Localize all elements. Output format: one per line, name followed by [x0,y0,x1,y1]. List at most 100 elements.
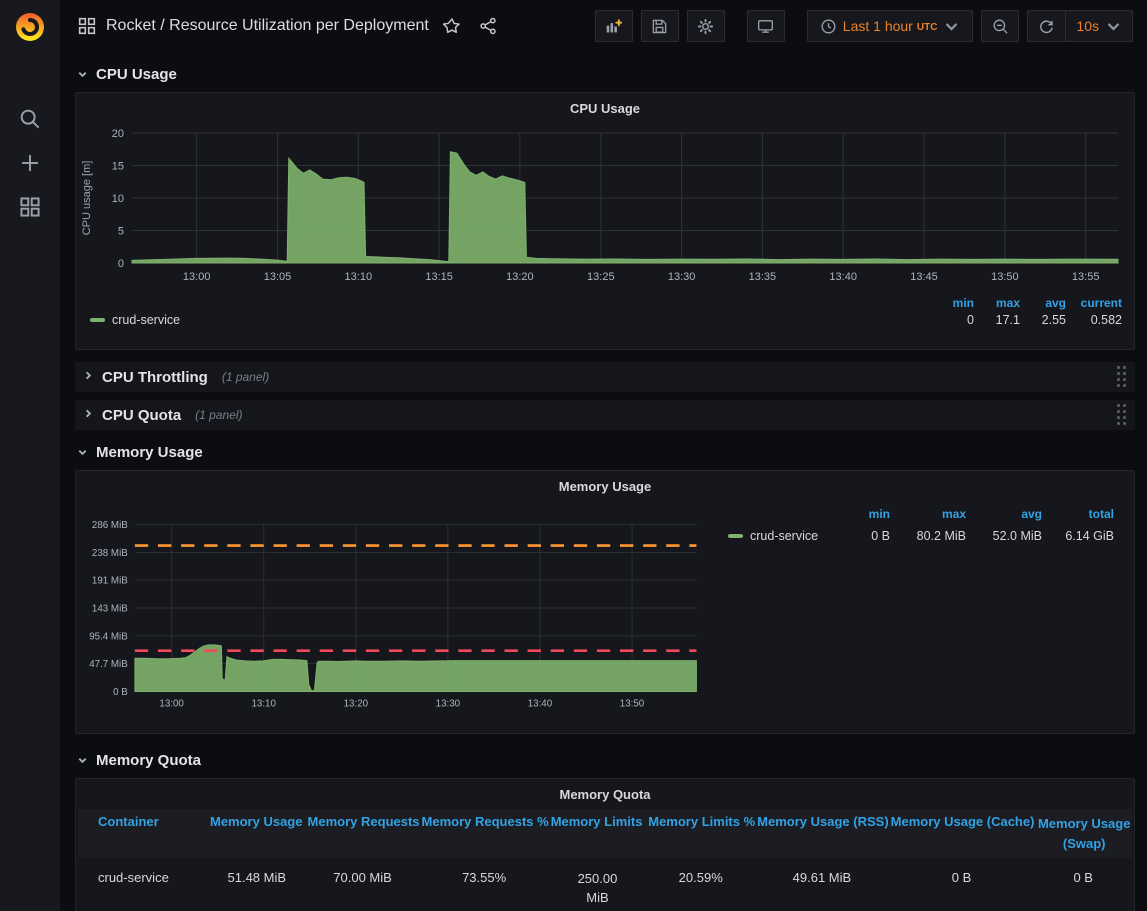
col-header-memory-usage-cache[interactable]: Memory Usage (Cache) [889,809,1035,858]
col-header-memory-limits-pct[interactable]: Memory Limits % [646,809,755,858]
legend-series-crud-service[interactable]: crud-service [728,529,846,543]
cpu-usage-chart[interactable]: 13:0013:0513:1013:1513:2013:2513:3013:35… [78,123,1130,291]
svg-text:238 MiB: 238 MiB [92,548,128,559]
refresh-interval-picker[interactable]: 10s [1065,10,1133,42]
search-icon[interactable] [0,97,60,141]
svg-text:13:40: 13:40 [829,271,857,283]
panel-title[interactable]: Memory Quota [78,779,1132,809]
chevron-down-icon [1105,18,1122,35]
chevron-down-icon [77,755,88,766]
svg-text:13:30: 13:30 [436,699,461,710]
legend-col-avg[interactable]: avg [1020,296,1066,310]
panel-count: (1 panel) [222,370,269,384]
refresh-dashboard-button[interactable] [1027,10,1065,42]
col-header-memory-limits[interactable]: Memory Limits [549,809,647,858]
cell-container: crud-service [78,858,208,911]
add-panel-button[interactable] [595,10,633,42]
col-header-memory-requests[interactable]: Memory Requests [306,809,420,858]
col-header-memory-requests-pct[interactable]: Memory Requests % [420,809,549,858]
series-label: crud-service [750,529,818,543]
svg-text:13:00: 13:00 [159,699,184,710]
memory-usage-panel: Memory Usage 13:0013:1013:2013:3013:4013… [75,470,1135,734]
svg-text:191 MiB: 191 MiB [92,575,128,586]
memory-quota-panel: Memory Quota Container Memory Usage Memo… [75,778,1135,911]
row-header-cpu-quota[interactable]: CPU Quota (1 panel) [75,400,1135,430]
svg-text:95.4 MiB: 95.4 MiB [89,631,128,642]
col-header-container[interactable]: Container [78,809,208,858]
row-header-memory-usage[interactable]: Memory Usage [77,438,1135,466]
legend-col-total[interactable]: total [1042,507,1114,521]
svg-text:13:35: 13:35 [749,271,777,283]
navbar: Rocket / Resource Utilization per Deploy… [60,0,1147,52]
svg-text:5: 5 [118,226,124,238]
memory-usage-chart[interactable]: 13:0013:1013:2013:3013:4013:500 B47.7 Mi… [78,501,700,731]
svg-text:13:20: 13:20 [506,271,534,283]
legend-col-current[interactable]: current [1066,296,1122,310]
legend-col-max[interactable]: max [890,507,966,521]
svg-text:13:15: 13:15 [425,271,453,283]
chevron-down-icon [77,447,88,458]
row-title: Memory Usage [96,444,203,461]
stat-total: 6.14 GiB [1042,529,1114,543]
grafana-logo[interactable] [12,9,48,45]
row-title: Memory Quota [96,752,201,769]
refresh-interval-label: 10s [1076,18,1099,34]
col-header-memory-usage-swap[interactable]: Memory Usage (Swap) [1034,809,1132,858]
svg-text:47.7 MiB: 47.7 MiB [89,659,128,670]
dashboard-settings-button[interactable] [687,10,725,42]
legend-col-min[interactable]: min [846,507,890,521]
cell-memory-requests: 70.00 MiB [306,858,420,911]
row-header-cpu-usage[interactable]: CPU Usage [77,60,1135,88]
svg-text:13:10: 13:10 [251,699,276,710]
chevron-right-icon [83,368,94,386]
cell-memory-requests-pct: 73.55% [420,858,549,911]
main-area: Rocket / Resource Utilization per Deploy… [60,0,1147,911]
dashboards-icon[interactable] [0,185,60,229]
memory-quota-table: Container Memory Usage Memory Requests M… [78,809,1132,911]
stat-min: 0 B [846,529,890,543]
col-header-memory-usage-rss[interactable]: Memory Usage (RSS) [755,809,888,858]
panel-count: (1 panel) [195,408,242,422]
row-header-memory-quota[interactable]: Memory Quota [77,746,1135,774]
cell-memory-usage-cache: 0 B [889,858,1035,911]
chevron-right-icon [83,406,94,424]
dashboard-squares-icon [78,17,96,35]
row-title: CPU Usage [96,66,177,83]
create-plus-icon[interactable] [0,141,60,185]
share-dashboard-button[interactable] [475,13,501,39]
save-dashboard-button[interactable] [641,10,679,42]
stat-max: 17.1 [974,313,1020,327]
clock-icon [820,18,837,35]
series-color-swatch [90,318,105,322]
timezone-label: UTC [917,22,938,33]
time-range-picker[interactable]: Last 1 hour UTC [807,10,974,42]
chevron-down-icon [77,69,88,80]
panel-title[interactable]: CPU Usage [78,93,1132,123]
row-drag-handle[interactable] [1117,404,1127,426]
zoom-out-time-button[interactable] [981,10,1019,42]
cell-memory-limits-pct: 20.59% [646,858,755,911]
col-header-memory-usage[interactable]: Memory Usage [208,809,306,858]
svg-text:13:00: 13:00 [183,271,211,283]
legend-col-avg[interactable]: avg [966,507,1042,521]
time-range-label: Last 1 hour [843,18,913,34]
cell-memory-usage-rss: 49.61 MiB [755,858,888,911]
svg-text:0 B: 0 B [113,687,128,698]
star-dashboard-button[interactable] [439,13,465,39]
legend-col-max[interactable]: max [974,296,1020,310]
svg-text:0: 0 [118,258,124,270]
svg-text:13:50: 13:50 [991,271,1019,283]
panel-title[interactable]: Memory Usage [78,471,1132,501]
dashboard-title[interactable]: Rocket / Resource Utilization per Deploy… [106,17,429,35]
legend-series-crud-service[interactable]: crud-service [90,313,928,327]
stat-avg: 52.0 MiB [966,529,1042,543]
tv-cycle-view-button[interactable] [747,10,785,42]
svg-text:13:25: 13:25 [587,271,615,283]
cpu-legend: min max avg current crud-service 0 17.1 … [78,296,1132,327]
svg-text:CPU usage [m]: CPU usage [m] [81,161,93,236]
legend-col-min[interactable]: min [928,296,974,310]
svg-text:13:55: 13:55 [1072,271,1100,283]
row-drag-handle[interactable] [1117,366,1127,388]
svg-text:143 MiB: 143 MiB [92,604,128,615]
row-header-cpu-throttling[interactable]: CPU Throttling (1 panel) [75,362,1135,392]
